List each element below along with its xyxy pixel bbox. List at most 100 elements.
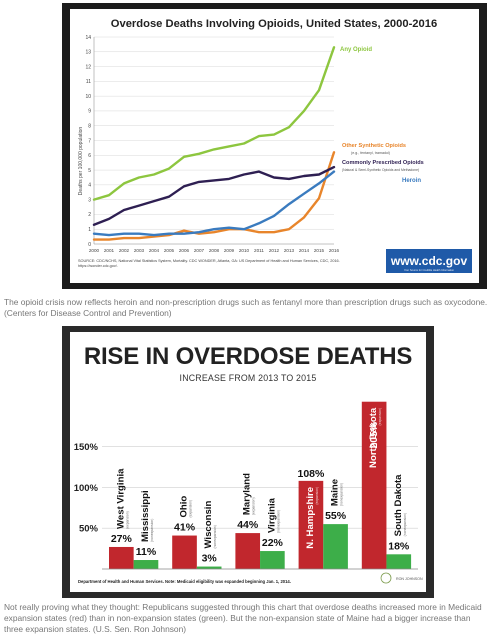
legend-other-synthetic-note: (e.g., fentanyl, tramadol)	[351, 151, 390, 155]
bar-tag-virginia: (nonexpansion)	[276, 510, 280, 533]
bar-label-wisconsin: Wisconsin	[203, 501, 214, 549]
series-line-other-synthetic-opioids	[92, 151, 336, 241]
ron-johnson-logo: RON JOHNSON	[396, 577, 423, 581]
bar-tag-south-dakota: (nonexpansion)	[403, 513, 407, 536]
bar-north-dakota	[361, 401, 387, 569]
value-label-wisconsin: 3%	[202, 553, 218, 565]
bar-label-west-virginia: West Virginia	[115, 468, 126, 529]
cdc-x-tick-label: 2015	[314, 248, 325, 253]
value-label-west-virginia: 27%	[111, 533, 133, 545]
cdc-x-tick-label: 2006	[179, 248, 190, 253]
cdc-line-chart: Overdose Deaths Involving Opioids, Unite…	[70, 9, 479, 283]
caption-not-proving: Not really proving what they thought: Re…	[4, 602, 482, 634]
cdc-x-tick-label: 2003	[134, 248, 145, 253]
cdc-y-tick-label: 3	[88, 197, 91, 203]
cdc-x-tick-label: 2011	[254, 248, 264, 253]
overdose-chart-subtitle: INCREASE FROM 2013 TO 2015	[180, 373, 317, 383]
bar-tag-mississippi: (nonexpansion)	[150, 519, 154, 542]
cdc-x-tick-label: 2010	[239, 248, 250, 253]
cdc-x-tick-label: 2012	[269, 248, 280, 253]
bar-tag-maine: (nonexpansion)	[340, 483, 344, 506]
value-label-ohio: 41%	[174, 522, 196, 534]
overdose-bars: West Virginia(expansion)27% Mississippi (n…	[109, 401, 412, 569]
bar-n-hampshire	[298, 480, 324, 569]
overdose-chart-frame: RISE IN OVERDOSE DEATHS INCREASE FROM 20…	[62, 326, 434, 598]
bar-label-south-dakota: South Dakota	[393, 474, 404, 536]
cdc-x-tick-label: 2000	[89, 248, 100, 253]
series-line-any-opioid	[92, 46, 336, 201]
bar-virginia	[260, 551, 285, 569]
caption-opioid-crisis: The opioid crisis now reflects heroin an…	[4, 297, 488, 318]
overdose-chart-title: RISE IN OVERDOSE DEATHS	[84, 343, 413, 370]
value-label-south-dakota: 18%	[388, 540, 410, 552]
bar-maine	[323, 524, 348, 569]
value-label-virginia: 22%	[262, 537, 284, 549]
cdc-logo-sub: Your Source for Credible Health Informat…	[404, 268, 455, 272]
bar-wisconsin	[196, 566, 222, 569]
cdc-x-tick-label: 2013	[284, 248, 295, 253]
cdc-logo-box	[386, 249, 472, 273]
value-label-n-hampshire: 108%	[297, 468, 325, 480]
bar-label-ohio: Ohio	[179, 496, 190, 518]
cdc-y-tick-label: 14	[85, 35, 91, 41]
cdc-x-ticks: 2000 2001 2002 2003 2004 2005 2006 2007 2008 2009…	[89, 248, 340, 253]
cdc-chart-panel	[70, 9, 479, 283]
cdc-x-tick-label: 2007	[194, 248, 205, 253]
bar-south-dakota	[386, 554, 412, 569]
cdc-source-wrap: SOURCE: CDC/NCHS, National Vital Statist…	[78, 259, 340, 268]
cdc-y-tick-label: 9	[88, 109, 91, 115]
overdose-y-ticks: 150% 100% 50%	[74, 442, 99, 535]
value-label-mississippi: 11%	[136, 546, 157, 558]
cdc-y-tick-label: 1	[88, 227, 91, 233]
legend-prescribed: Commonly Prescribed Opioids	[342, 160, 424, 166]
series-line-commonly-prescribed-opioids	[92, 165, 336, 227]
cdc-x-tick-label: 2016	[329, 248, 340, 253]
cdc-y-tick-label: 8	[88, 124, 91, 130]
cdc-x-tick-label: 2008	[209, 248, 220, 253]
bar-tag-west-virginia: (expansion)	[125, 511, 129, 529]
overdose-y-tick-label: 150%	[74, 442, 99, 453]
cdc-x-tick-label: 2014	[299, 248, 310, 253]
cdc-chart-title: Overdose Deaths Involving Opioids, Unite…	[111, 18, 437, 30]
cdc-x-tick-label: 2004	[149, 248, 160, 253]
cdc-y-tick-label: 7	[88, 138, 91, 144]
cdc-y-tick-label: 12	[85, 64, 91, 70]
cdc-source-note: SOURCE: CDC/NCHS, National Vital Statist…	[78, 259, 340, 268]
legend-any-opioid: Any Opioid	[340, 47, 372, 53]
bar-tag-maryland: (expansion)	[252, 497, 256, 515]
overdose-footnote: Department of Health and Human Services.…	[78, 579, 291, 584]
bar-label-n-hampshire: N. Hampshire	[305, 487, 316, 549]
value-label-north-dakota: 205%	[368, 421, 380, 449]
cdc-logo-text: www.cdc.gov	[390, 254, 468, 268]
cdc-x-tick-label: 2001	[104, 248, 115, 253]
cdc-y-tick-label: 4	[88, 183, 91, 189]
bar-label-north-dakota: North Dakota	[368, 407, 379, 468]
cdc-y-tick-label: 11	[86, 79, 91, 85]
bar-label-mississippi: Mississippi	[140, 490, 151, 542]
cdc-y-tick-label: 13	[85, 50, 91, 56]
bar-tag-ohio: (expansion)	[189, 500, 193, 518]
ron-johnson-logo-mark	[380, 572, 392, 584]
series-line-heroin	[92, 170, 336, 237]
legend-other-synthetic: Other Synthetic Opioids	[342, 143, 406, 149]
bar-west-virginia	[109, 546, 134, 569]
cdc-y-tick-label: 0	[88, 242, 91, 248]
cdc-x-tick-label: 2005	[164, 248, 175, 253]
bar-tag-wisconsin: (nonexpansion)	[213, 525, 217, 548]
cdc-x-tick-label: 2002	[119, 248, 130, 253]
bar-label-virginia: Virginia	[266, 497, 277, 533]
cdc-series-lines	[92, 46, 336, 241]
value-label-maine: 55%	[325, 510, 347, 522]
bar-mississippi	[133, 560, 159, 569]
cdc-y-tick-label: 2	[88, 212, 91, 218]
legend-heroin: Heroin	[402, 178, 421, 184]
value-label-maryland: 44%	[237, 519, 259, 531]
bar-tag-n-hampshire: (expansion)	[315, 487, 319, 505]
bar-maryland	[235, 533, 261, 569]
cdc-gridlines	[93, 36, 334, 245]
cdc-y-tick-label: 10	[85, 94, 91, 100]
bar-label-maine: Maine	[330, 479, 341, 506]
bar-ohio	[172, 535, 197, 569]
cdc-y-axis-label: Deaths per 100,000 population	[78, 127, 84, 196]
